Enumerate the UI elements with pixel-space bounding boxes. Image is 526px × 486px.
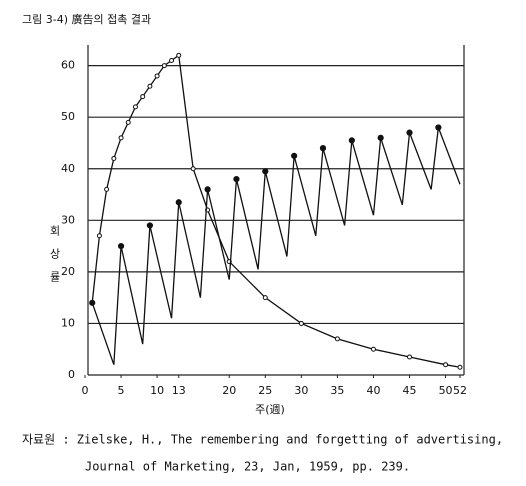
data-point (319, 145, 327, 152)
data-point (154, 73, 160, 79)
data-point (435, 124, 442, 131)
data-point (161, 63, 167, 69)
data-point (291, 152, 298, 159)
y-tick-label: 20 (61, 265, 75, 278)
data-point (204, 186, 211, 193)
data-point (406, 129, 413, 136)
data-point (407, 354, 413, 360)
data-point (104, 186, 110, 192)
data-point (262, 168, 269, 175)
x-tick-label: 0 (82, 384, 89, 397)
data-point (262, 295, 268, 301)
data-point (169, 57, 175, 63)
data-point (457, 364, 463, 370)
y-tick-label: 0 (68, 368, 75, 381)
y-tick-label: 60 (61, 59, 75, 72)
data-point (348, 137, 355, 144)
y-tick-label: 10 (61, 316, 75, 329)
x-tick-label: 52 (453, 384, 467, 397)
data-point (146, 222, 154, 229)
data-point (370, 346, 376, 352)
data-point (443, 362, 449, 368)
data-point (147, 83, 153, 89)
y-tick-label: 30 (61, 213, 75, 226)
data-point (176, 52, 182, 58)
data-point (96, 233, 102, 239)
data-point (377, 134, 384, 141)
source-line: Journal of Marketing, 23, Jan, 1959, pp.… (85, 460, 410, 474)
y-axis-label: 회상률 (48, 225, 61, 294)
data-point (132, 104, 138, 110)
data-point (117, 242, 125, 250)
series-line (91, 127, 461, 365)
data-point (125, 119, 131, 125)
x-tick-label: 35 (330, 384, 344, 397)
x-tick-label: 30 (294, 384, 308, 397)
source-line: 자료원 : Zielske, H., The remembering and f… (22, 433, 503, 447)
x-axis-label: 주(週) (255, 403, 285, 416)
y-tick-label: 40 (61, 162, 75, 175)
data-point (175, 199, 182, 206)
x-tick-label: 40 (366, 384, 380, 397)
x-tick-label: 25 (258, 384, 272, 397)
data-point (89, 299, 96, 306)
data-point (118, 135, 124, 141)
data-point (111, 155, 117, 161)
x-tick-label: 5 (118, 384, 125, 397)
x-tick-label: 13 (172, 384, 186, 397)
x-tick-label: 10 (150, 384, 164, 397)
x-tick-label: 20 (222, 384, 236, 397)
data-point (334, 336, 340, 342)
data-point (233, 175, 240, 183)
chart-title: 그림 3-4) 廣告의 접촉 결과 (22, 12, 151, 26)
data-point (140, 94, 146, 100)
x-tick-label: 45 (403, 384, 417, 397)
y-tick-label: 50 (61, 110, 75, 123)
data-point (190, 166, 196, 172)
data-point (298, 320, 304, 326)
x-tick-label: 50 (439, 384, 453, 397)
